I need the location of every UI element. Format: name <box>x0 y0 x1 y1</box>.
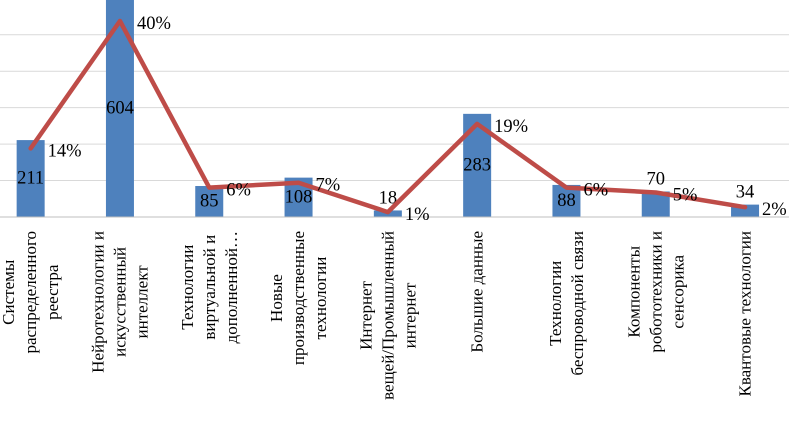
bar-value-label: 70 <box>647 169 666 189</box>
percent-data-label: 5% <box>673 186 698 206</box>
percent-data-labels: 14% 40% 6% 7% 1% 19% 6% 5% 2% <box>48 14 787 225</box>
category-label-line: Нейротехнологии и <box>88 231 107 373</box>
category-label: Нейротехнологии и искусственный интеллект <box>88 231 151 373</box>
bar-value-label: 211 <box>17 169 44 189</box>
category-label: Новые производственные технологии <box>267 231 330 365</box>
category-label-line: дополненной… <box>222 231 241 343</box>
category-label-line: Новые <box>267 274 286 322</box>
category-label-line: производственные <box>289 231 308 365</box>
bar-value-label: 85 <box>200 192 219 212</box>
bar-value-label: 34 <box>736 183 755 203</box>
category-label-line: Технологии <box>178 245 197 330</box>
category-label: Интернет вещей/Промышленный интернет <box>356 231 419 400</box>
bar-value-label: 108 <box>285 187 313 207</box>
bar-value-label: 283 <box>463 155 491 175</box>
category-label: Квантовые технологии <box>736 231 755 397</box>
percent-data-label: 1% <box>405 205 430 225</box>
category-label-line: вещей/Промышленный <box>378 231 397 400</box>
category-label-line: сенсорика <box>668 255 687 329</box>
category-label: Технологии виртуальной и дополненной… <box>178 231 241 343</box>
percent-data-label: 6% <box>226 181 251 201</box>
bar-value-label: 18 <box>379 188 398 208</box>
category-label-line: Интернет <box>356 280 375 349</box>
category-label: Системы распределенного реестра <box>0 231 62 353</box>
category-label-line: искусственный <box>110 247 129 357</box>
percent-data-label: 40% <box>137 14 171 34</box>
bar-value-labels: 211 604 85 108 18 283 88 70 34 <box>17 99 754 212</box>
bar-value-label: 604 <box>106 99 134 119</box>
category-axis-labels: Системы распределенного реестра Нейротехнол… <box>0 231 755 400</box>
bar-value-label: 88 <box>557 191 576 211</box>
percent-data-label: 14% <box>48 141 82 161</box>
category-label-line: виртуальной и <box>200 235 219 340</box>
category-label-line: распределенного <box>21 231 40 353</box>
category-label: Технологии беспроводной связи <box>546 231 587 376</box>
category-label: Компоненты робототехники и сенсорика <box>624 231 687 353</box>
category-label-line: интеллект <box>132 265 151 339</box>
category-label: Большие данные <box>468 231 487 353</box>
percent-data-label: 2% <box>762 200 787 220</box>
percent-data-label: 19% <box>494 117 528 137</box>
category-label-line: робототехники и <box>646 231 665 353</box>
percent-data-label: 7% <box>316 176 341 196</box>
category-label-line: беспроводной связи <box>568 231 587 376</box>
category-label-line: Большие данные <box>468 231 487 353</box>
category-label-line: Компоненты <box>624 245 643 337</box>
category-label-line: Технологии <box>546 261 565 346</box>
category-label-line: технологии <box>311 257 330 340</box>
bar <box>195 186 224 217</box>
bar <box>16 140 45 217</box>
category-label-line: интернет <box>400 282 419 348</box>
percent-line-series <box>28 18 748 215</box>
category-label-line: Квантовые технологии <box>736 231 755 397</box>
category-label-line: реестра <box>43 264 62 320</box>
category-label-line: Системы <box>0 259 18 325</box>
percent-data-label: 6% <box>583 181 608 201</box>
